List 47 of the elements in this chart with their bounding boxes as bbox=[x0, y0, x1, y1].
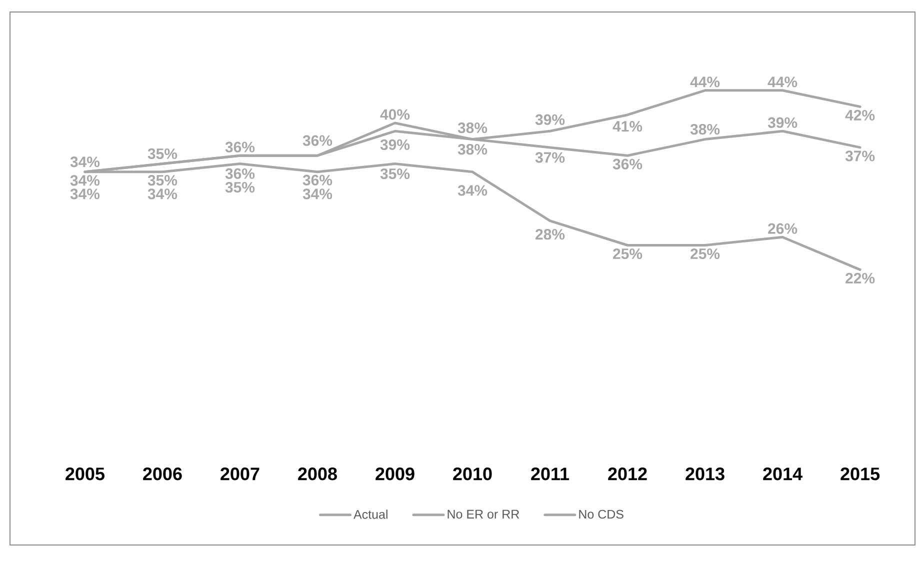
data-label: 34% bbox=[148, 188, 178, 200]
data-label: 42% bbox=[845, 110, 875, 120]
data-label: 44% bbox=[768, 76, 798, 88]
data-label: 22% bbox=[846, 272, 875, 284]
data-label: 36% bbox=[302, 174, 332, 186]
data-label: 34% bbox=[458, 185, 488, 196]
legend-label: No CDS bbox=[579, 510, 624, 519]
data-label: 34% bbox=[70, 175, 100, 186]
data-label: 25% bbox=[690, 248, 720, 260]
x-tick-label: 2005 bbox=[66, 468, 104, 480]
legend-label: Actual bbox=[354, 510, 388, 519]
data-label: 40% bbox=[380, 109, 410, 120]
x-tick-label: 2008 bbox=[298, 468, 337, 480]
data-label: 39% bbox=[768, 117, 798, 128]
data-label: 36% bbox=[225, 142, 255, 152]
data-label: 38% bbox=[690, 124, 720, 135]
data-label: 35% bbox=[380, 168, 410, 180]
x-tick-label: 2009 bbox=[376, 468, 414, 480]
data-label: 34% bbox=[70, 156, 100, 168]
x-tick-label: 2012 bbox=[608, 468, 647, 480]
x-tick-label: 2013 bbox=[686, 468, 724, 480]
x-tick-label: 2011 bbox=[531, 468, 570, 480]
x-tick-label: 2006 bbox=[143, 468, 182, 480]
data-label: 35% bbox=[148, 148, 178, 160]
x-tick-label: 2007 bbox=[220, 468, 260, 480]
data-label: 37% bbox=[535, 152, 565, 163]
data-label: 37% bbox=[845, 150, 875, 162]
data-label: 36% bbox=[302, 135, 332, 146]
data-label: 38% bbox=[458, 122, 488, 134]
x-tick-label: 2014 bbox=[763, 468, 802, 480]
data-label: 34% bbox=[302, 188, 332, 200]
legend-label: No ER or RR bbox=[448, 510, 520, 519]
data-label: 34% bbox=[70, 188, 100, 200]
x-tick-label: 2015 bbox=[840, 468, 880, 480]
data-label: 25% bbox=[613, 248, 642, 260]
data-label: 35% bbox=[148, 174, 178, 186]
data-label: 44% bbox=[690, 76, 720, 88]
data-label: 38% bbox=[458, 144, 488, 155]
data-label: 26% bbox=[768, 223, 798, 234]
data-label: 28% bbox=[536, 228, 565, 240]
data-label: 39% bbox=[380, 139, 410, 150]
data-label: 39% bbox=[535, 114, 565, 125]
x-tick-label: 2010 bbox=[453, 468, 492, 480]
data-label: 41% bbox=[612, 121, 642, 132]
data-label: 36% bbox=[612, 158, 642, 170]
data-label: 36% bbox=[225, 168, 255, 179]
data-label: 35% bbox=[225, 182, 255, 193]
